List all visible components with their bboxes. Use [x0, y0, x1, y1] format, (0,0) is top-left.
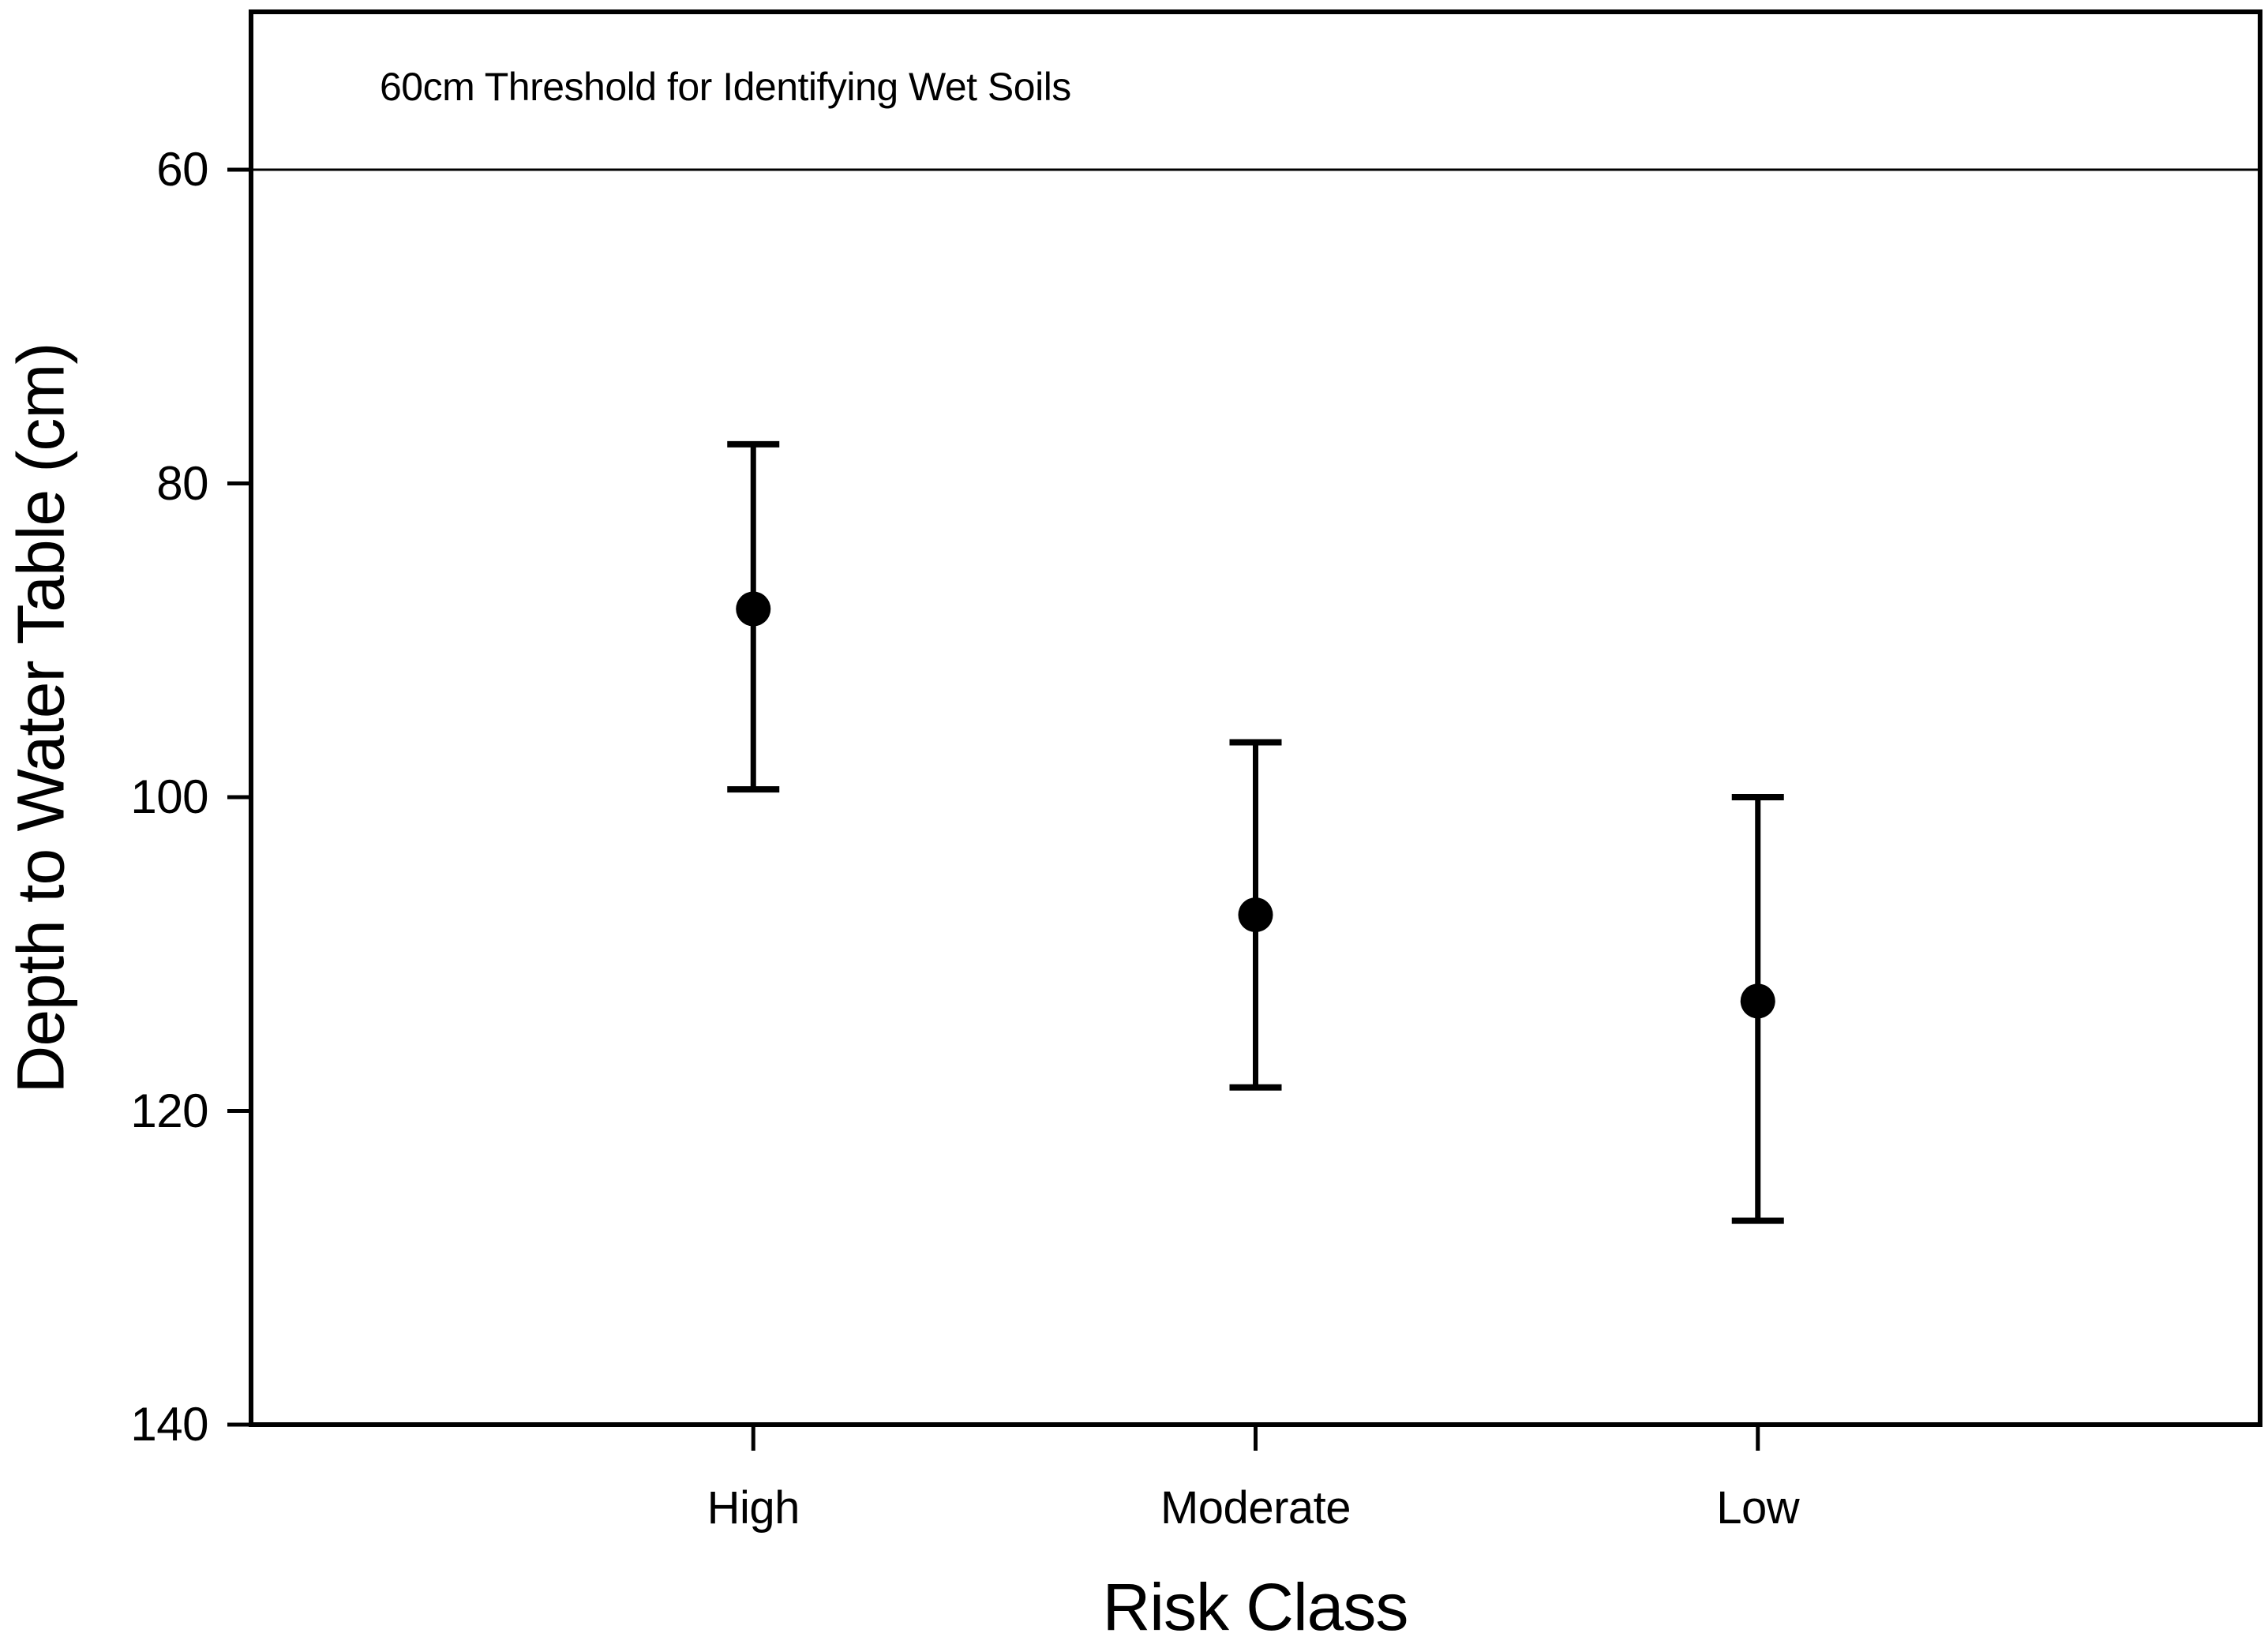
data-point-marker [1238, 897, 1273, 933]
data-point-marker [1740, 983, 1775, 1019]
category-label: Moderate [1160, 1482, 1351, 1534]
y-tick-label: 80 [156, 456, 208, 510]
category-label: Low [1716, 1482, 1800, 1534]
y-tick-label: 60 [156, 143, 208, 196]
y-tick-label: 100 [130, 770, 208, 823]
x-axis-title: Risk Class [1102, 1570, 1409, 1644]
category-label: High [707, 1482, 800, 1534]
plot-frame [249, 9, 2262, 1427]
data-point-marker [736, 591, 771, 627]
y-tick-label: 140 [130, 1398, 208, 1451]
y-tick-label: 120 [130, 1084, 208, 1137]
threshold-annotation: 60cm Threshold for Identifying Wet Soils [380, 65, 1071, 109]
